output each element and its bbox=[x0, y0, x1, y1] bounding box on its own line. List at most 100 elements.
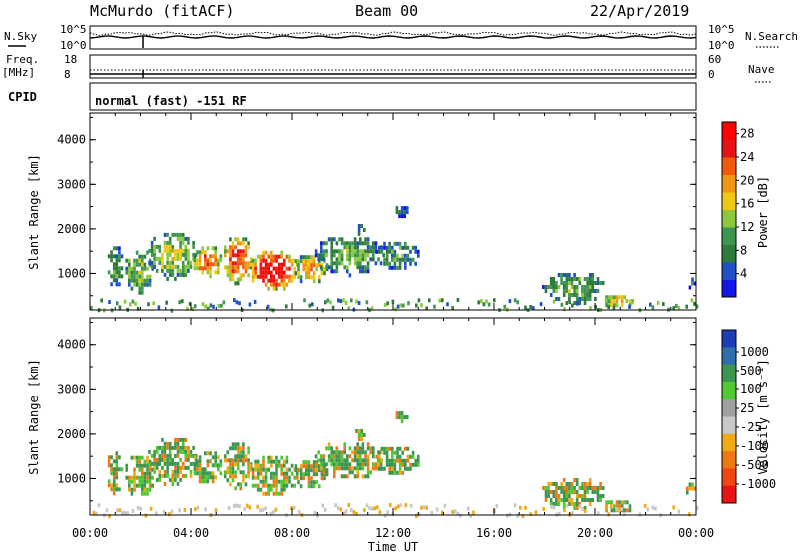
range-gate-cell bbox=[242, 450, 245, 455]
ground-scatter-cell bbox=[373, 506, 376, 511]
range-gate-cell bbox=[161, 457, 164, 462]
colorbar-band bbox=[722, 451, 736, 469]
range-gate-cell bbox=[353, 474, 357, 479]
range-gate-cell bbox=[404, 265, 407, 270]
range-gate-cell bbox=[391, 249, 394, 254]
range-gate-cell bbox=[601, 486, 605, 490]
colorbar-band bbox=[722, 364, 736, 383]
range-gate-cell bbox=[346, 253, 349, 258]
range-gate-cell bbox=[346, 458, 349, 463]
range-gate-cell bbox=[244, 458, 248, 463]
range-gate-cell bbox=[168, 445, 172, 450]
power-colorbar-tick-label: 24 bbox=[740, 150, 754, 164]
range-gate-cell bbox=[320, 476, 324, 481]
range-gate-cell bbox=[283, 262, 286, 267]
ground-scatter-cell bbox=[630, 300, 634, 305]
range-gate-cell bbox=[264, 266, 268, 271]
range-gate-cell bbox=[187, 240, 190, 245]
range-gate-cell bbox=[391, 470, 394, 475]
range-gate-cell bbox=[138, 479, 141, 484]
range-gate-cell bbox=[333, 462, 336, 467]
range-gate-cell bbox=[359, 249, 362, 254]
range-gate-cell bbox=[351, 245, 354, 250]
range-gate-cell bbox=[335, 241, 339, 246]
range-gate-cell bbox=[251, 270, 255, 275]
power-colorbar-tick-label: 20 bbox=[740, 173, 754, 187]
range-gate-cell bbox=[256, 475, 260, 480]
range-gate-cell bbox=[112, 479, 116, 484]
ground-scatter-cell bbox=[430, 510, 434, 515]
range-gate-cell bbox=[242, 458, 245, 463]
range-gate-cell bbox=[244, 245, 248, 250]
range-gate-cell bbox=[193, 258, 197, 263]
range-gate-cell bbox=[275, 467, 278, 472]
range-gate-cell bbox=[351, 241, 354, 246]
range-gate-cell bbox=[555, 494, 558, 498]
range-gate-cell bbox=[193, 467, 197, 472]
ground-scatter-cell bbox=[594, 304, 597, 309]
range-gate-cell bbox=[417, 253, 420, 258]
range-gate-cell bbox=[146, 459, 149, 464]
range-gate-cell bbox=[256, 254, 260, 259]
range-gate-cell bbox=[327, 442, 331, 447]
range-gate-cell bbox=[112, 262, 116, 267]
ground-scatter-cell bbox=[441, 298, 444, 303]
range-gate-cell bbox=[320, 472, 324, 477]
range-gate-cell bbox=[277, 274, 281, 279]
range-gate-cell bbox=[562, 486, 566, 490]
range-gate-cell bbox=[254, 266, 257, 271]
ground-scatter-cell bbox=[482, 302, 486, 307]
range-gate-cell bbox=[578, 494, 582, 498]
range-gate-cell bbox=[317, 253, 320, 258]
range-gate-cell bbox=[171, 457, 175, 462]
range-gate-cell bbox=[189, 260, 193, 265]
range-gate-cell bbox=[264, 467, 268, 472]
ground-scatter-cell bbox=[654, 506, 657, 511]
range-gate-cell bbox=[356, 265, 359, 270]
range-gate-cell bbox=[322, 249, 326, 254]
range-gate-cell bbox=[693, 281, 697, 286]
range-gate-cell bbox=[360, 437, 363, 441]
range-gate-cell bbox=[396, 253, 399, 258]
range-gate-cell bbox=[187, 248, 190, 253]
range-gate-cell bbox=[115, 455, 119, 460]
freq-strip-frame bbox=[89, 54, 697, 79]
range-gate-cell bbox=[570, 277, 574, 281]
range-gate-cell bbox=[297, 480, 300, 485]
range-gate-cell bbox=[388, 446, 391, 451]
range-gate-cell bbox=[356, 257, 359, 262]
ground-scatter-cell bbox=[578, 504, 582, 509]
nsearch-label: N.Search bbox=[745, 30, 798, 43]
range-gate-cell bbox=[125, 467, 128, 472]
range-gate-cell bbox=[361, 253, 365, 258]
range-gate-cell bbox=[242, 265, 245, 270]
range-gate-cell bbox=[353, 454, 357, 459]
range-gate-cell bbox=[320, 245, 323, 250]
range-gate-cell bbox=[163, 445, 167, 450]
range-gate-cell bbox=[364, 458, 367, 463]
range-gate-cell bbox=[179, 232, 182, 237]
range-gate-cell bbox=[234, 446, 237, 451]
range-gate-cell bbox=[607, 500, 611, 505]
range-gate-cell bbox=[325, 263, 329, 268]
range-gate-cell bbox=[146, 282, 149, 287]
range-gate-cell bbox=[236, 257, 240, 262]
range-gate-cell bbox=[299, 484, 303, 489]
range-gate-cell bbox=[283, 459, 286, 464]
ground-scatter-cell bbox=[131, 509, 135, 514]
range-gate-cell bbox=[234, 245, 237, 250]
ground-scatter-cell bbox=[129, 302, 132, 307]
range-gate-cell bbox=[346, 474, 349, 479]
range-gate-cell bbox=[179, 236, 182, 241]
range-gate-cell bbox=[565, 490, 569, 494]
range-gate-cell bbox=[333, 474, 336, 479]
range-gate-cell bbox=[594, 281, 597, 285]
range-gate-cell bbox=[348, 257, 352, 262]
range-gate-cell bbox=[115, 471, 119, 476]
range-gate-cell bbox=[193, 266, 197, 271]
x-tick-label: 00:00 bbox=[72, 526, 108, 540]
range-gate-cell bbox=[361, 446, 365, 451]
range-gate-cell bbox=[361, 249, 365, 254]
range-gate-cell bbox=[193, 254, 197, 259]
range-gate-cell bbox=[158, 445, 162, 450]
